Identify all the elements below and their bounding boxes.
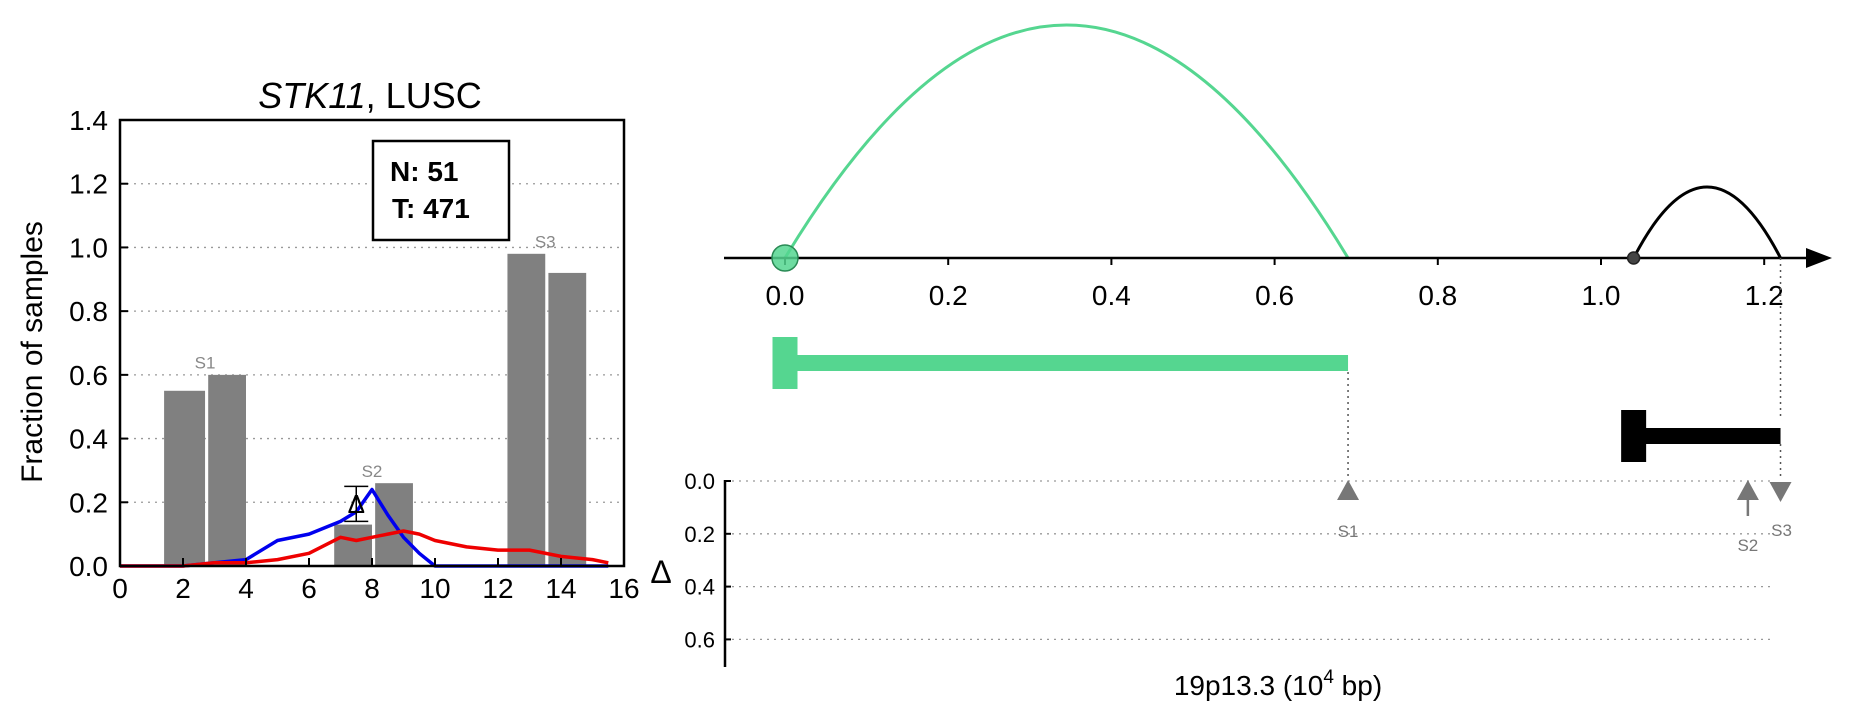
left-y-tick-label: 0.2 (69, 487, 108, 518)
breakpoint-points (771, 244, 1641, 272)
left-bars (164, 253, 587, 567)
left-y-tick-label: 0.4 (69, 424, 108, 455)
left-y-tick-label: 0.8 (69, 296, 108, 327)
bar-1 (208, 374, 246, 566)
left-x-tick-label: 0 (112, 573, 128, 604)
delta-tick-label: 0.0 (684, 469, 715, 494)
genomic-x-tick-label: 0.8 (1418, 280, 1457, 311)
left-bar-labels: S1 S2 S3 (195, 232, 556, 480)
right-panel: 0.0 0.2 0.4 0.6 0.8 1.0 1.2 0.00.20.40.6 Δ S1S… (650, 23, 1832, 701)
bar-label-s1: S1 (195, 353, 216, 372)
left-panel: STK11, LUSC Fraction of samples S1 S2 S3 Δ… (16, 75, 640, 604)
region-label: 19p13.3 (10 (1174, 670, 1323, 701)
left-y-ticks: 0.0 0.2 0.4 0.6 0.8 1.0 1.2 1.4 (69, 105, 128, 582)
sample-marker-s3-label: S3 (1771, 521, 1792, 540)
bar-2 (334, 524, 372, 566)
genomic-x-tick-label: 1.2 (1745, 280, 1784, 311)
genomic-x-tick-label: 1.0 (1582, 280, 1621, 311)
bar-5 (548, 272, 587, 566)
delta-symbol: Δ (348, 489, 365, 519)
delta-tick-label: 0.2 (684, 522, 715, 547)
bar-label-s3: S3 (535, 232, 556, 251)
left-y-tick-label: 0.0 (69, 551, 108, 582)
deletion-segments (772, 337, 1781, 462)
delta-gridlines (725, 480, 1775, 641)
sample-marker-s1-up-triangle-icon (1337, 480, 1360, 500)
deletion-segment-bar-0 (785, 355, 1349, 371)
sample-marker-s2-up-arrow-icon (1736, 480, 1759, 500)
sample-count-box: N: 51 T: 471 (371, 139, 511, 242)
sample-marker-s3-down-triangle-icon (1769, 482, 1792, 502)
delta-ticks: 0.0 0.2 0.4 0.6 (684, 469, 731, 652)
left-x-ticks: 0 2 4 6 8 10 12 14 16 (112, 558, 640, 604)
genomic-x-ticks: 0.0 0.2 0.4 0.6 0.8 1.0 1.2 (766, 258, 1784, 311)
marker-guide-lines (1347, 258, 1782, 480)
left-chart-title: STK11, LUSC (258, 75, 481, 116)
left-x-tick-label: 12 (482, 573, 513, 604)
left-x-tick-label: 4 (238, 573, 254, 604)
left-x-tick-label: 2 (175, 573, 191, 604)
gene-name: STK11 (258, 75, 365, 116)
bar-4 (507, 253, 546, 567)
left-x-tick-label: 10 (419, 573, 450, 604)
left-x-tick-label: 8 (364, 573, 380, 604)
breakpoint-arc-1 (1632, 185, 1782, 259)
left-y-tick-label: 0.6 (69, 360, 108, 391)
breakpoint-point-1 (1626, 251, 1641, 265)
breakpoint-arc-0 (783, 23, 1350, 259)
left-y-tick-label: 1.0 (69, 232, 108, 263)
left-x-tick-label: 6 (301, 573, 317, 604)
left-y-tick-label: 1.2 (69, 169, 108, 200)
left-x-tick-label: 16 (608, 573, 639, 604)
genomic-x-axis-label: 19p13.3 (104 bp) (1174, 667, 1382, 701)
scale-exponent: 4 (1323, 667, 1334, 688)
tumor-count: T: 471 (392, 193, 470, 224)
genomic-x-tick-label: 0.6 (1255, 280, 1294, 311)
sample-marker-s1-label: S1 (1338, 522, 1359, 541)
genomic-x-tick-label: 0.0 (766, 280, 805, 311)
genomic-x-tick-label: 0.4 (1092, 280, 1131, 311)
breakpoint-point-0 (771, 244, 799, 272)
unit-label: bp) (1334, 670, 1382, 701)
series-line-1 (120, 529, 609, 568)
genomic-axis-arrow-icon (1806, 248, 1832, 268)
delta-tick-label: 0.4 (684, 575, 715, 600)
left-x-tick-label: 14 (545, 573, 576, 604)
delta-tick-label: 0.6 (684, 627, 715, 652)
title-cohort: , LUSC (366, 75, 482, 116)
normal-count: N: 51 (390, 156, 458, 187)
breakpoint-arcs (783, 23, 1782, 259)
left-y-axis-label: Fraction of samples (16, 221, 49, 483)
genomic-x-tick-label: 0.2 (929, 280, 968, 311)
delta-axis-label: Δ (650, 554, 671, 590)
sample-marker-s2-label: S2 (1737, 536, 1758, 555)
bar-label-s2: S2 (362, 462, 383, 481)
deletion-segment-bar-1 (1633, 428, 1781, 444)
sample-markers: S1 S2 S3 (1337, 480, 1792, 555)
delta-annotation: Δ (344, 485, 369, 523)
left-y-tick-label: 1.4 (69, 105, 108, 136)
bar-0 (164, 390, 206, 566)
sample-count-frame (371, 139, 511, 242)
